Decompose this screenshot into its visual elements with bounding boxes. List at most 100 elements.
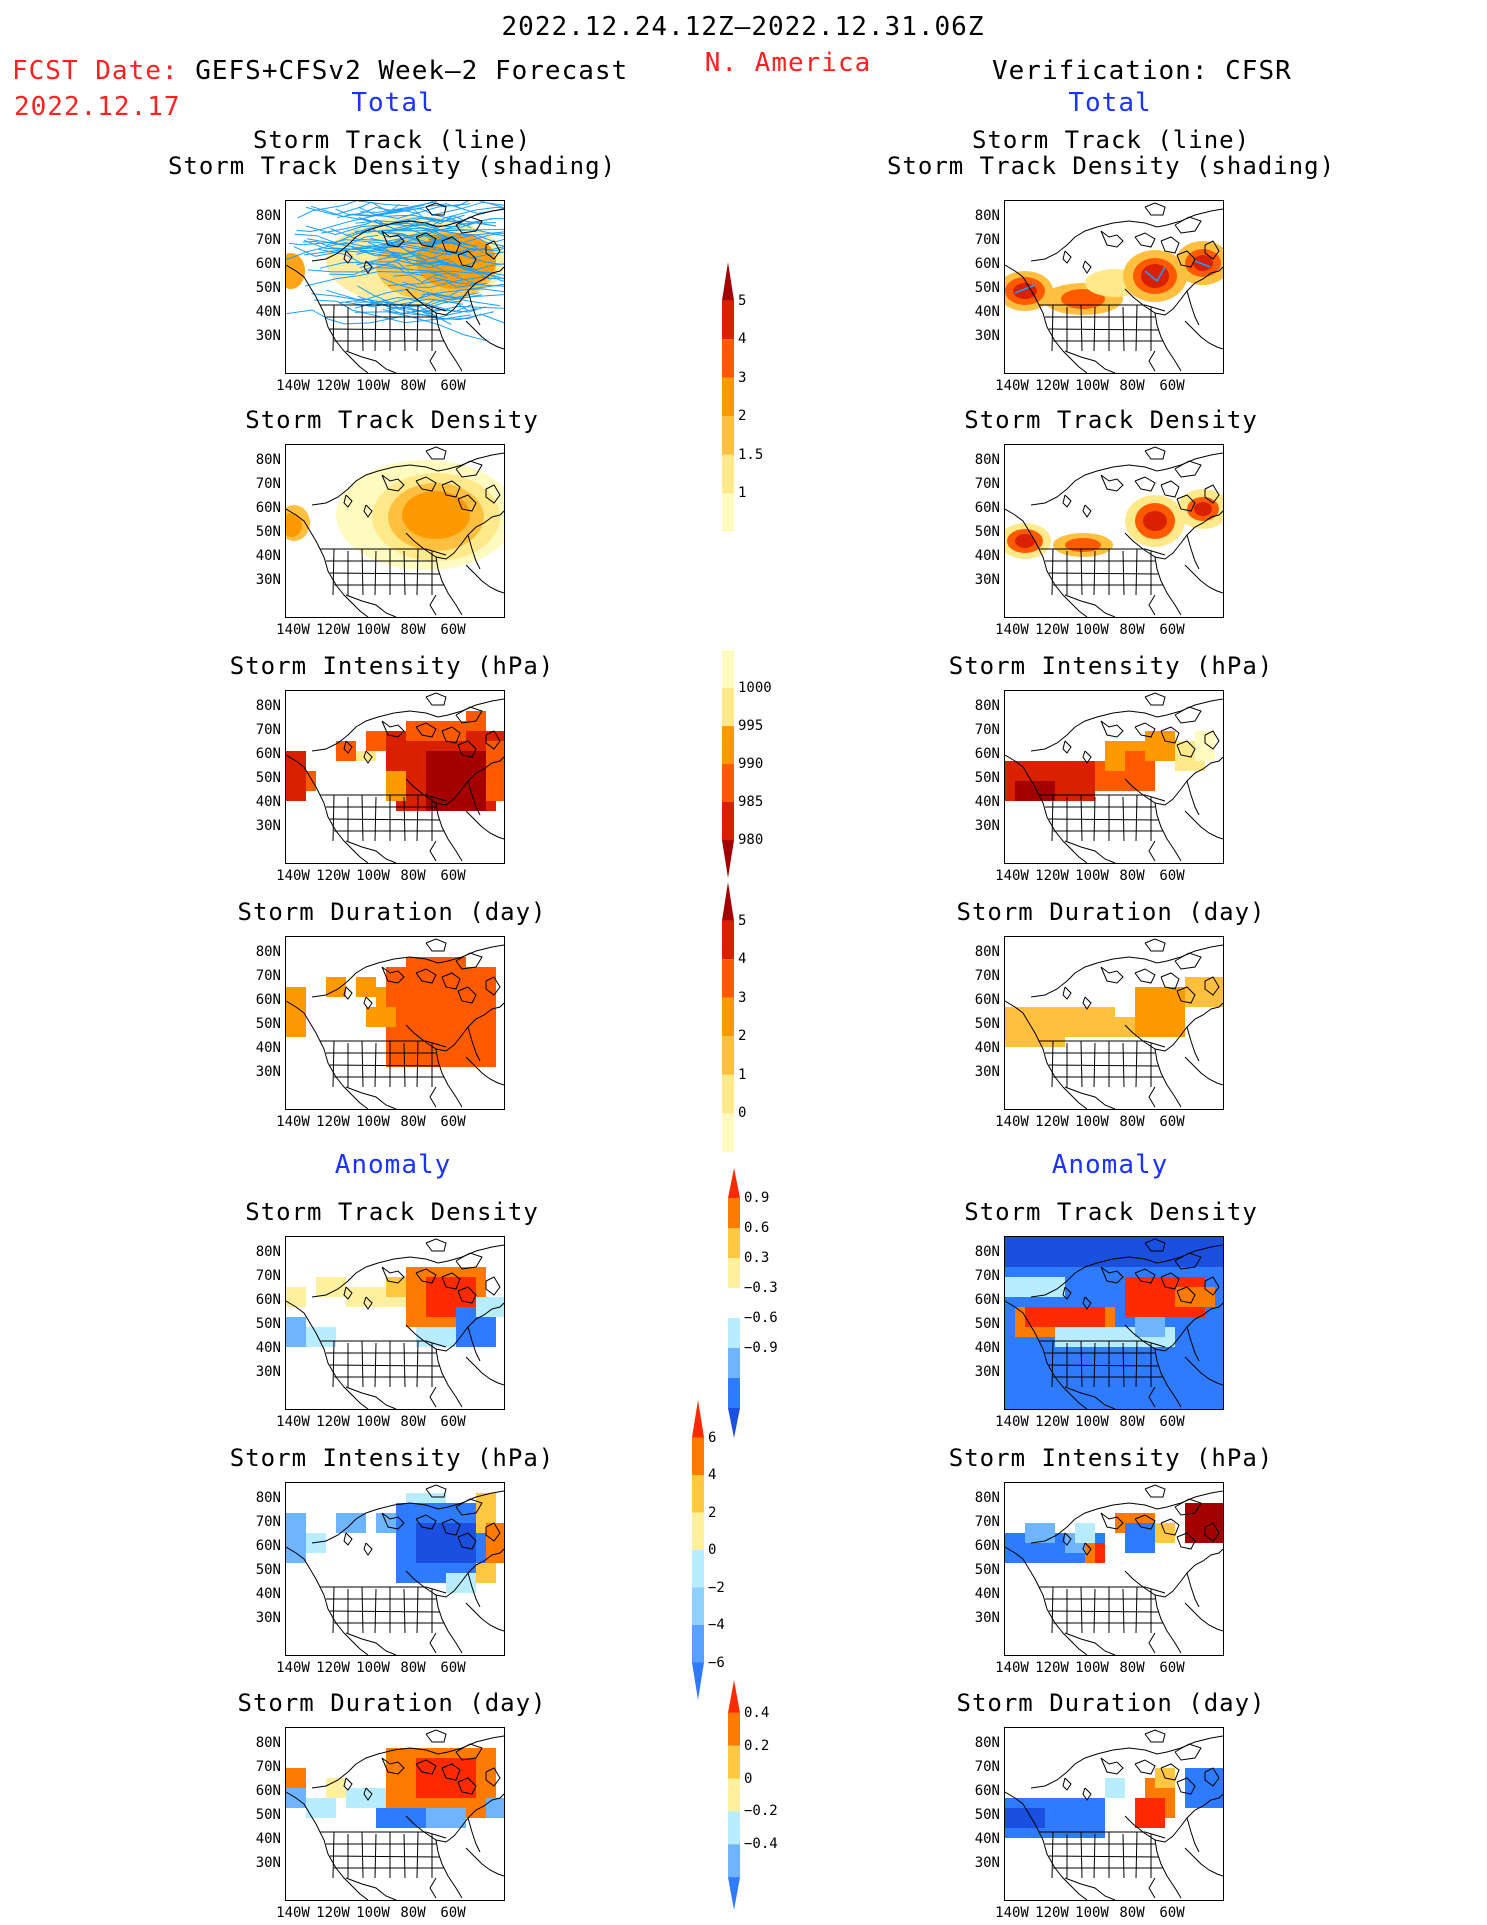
lon-tick-label: 80W xyxy=(1119,1660,1145,1676)
colorbar-swatch xyxy=(722,802,734,840)
lat-tick-label: 30N xyxy=(974,1364,1000,1380)
colorbar-swatch xyxy=(722,959,734,998)
lon-tick-label: 140W xyxy=(276,868,310,884)
colorbar-label: 4 xyxy=(738,951,747,968)
lon-tick-label: 60W xyxy=(440,868,466,884)
colorbar-label: 2 xyxy=(738,1028,747,1045)
panel-title: Storm Track Density (shading) xyxy=(167,152,617,180)
colorbar-label: 3 xyxy=(738,369,747,386)
colorbar-swatch xyxy=(692,1550,704,1588)
lon-tick-label: 140W xyxy=(995,378,1029,394)
colorbar-swatch xyxy=(722,997,734,1037)
lat-tick-label: 50N xyxy=(974,1562,1000,1578)
lat-tick-label: 40N xyxy=(974,548,1000,564)
lat-tick-label: 30N xyxy=(255,572,281,588)
lat-tick-label: 50N xyxy=(974,1016,1000,1032)
lon-tick-label: 80W xyxy=(400,1114,426,1130)
lon-tick-label: 60W xyxy=(1159,868,1185,884)
lat-tick-label: 50N xyxy=(255,280,281,296)
map-panel xyxy=(1004,936,1224,1110)
map-canvas xyxy=(286,938,504,1109)
lat-tick-label: 50N xyxy=(255,1562,281,1578)
lon-tick-label: 60W xyxy=(1159,1114,1185,1130)
panel-title: Storm Track Density xyxy=(245,1198,539,1226)
colorbar-swatch xyxy=(728,1408,740,1438)
colorbar-swatch xyxy=(722,920,734,960)
lon-tick-label: 120W xyxy=(316,1114,350,1130)
lon-tick-label: 120W xyxy=(1035,1114,1069,1130)
panel-title: Storm Track Density (shading) xyxy=(886,152,1336,180)
lon-tick-label: 100W xyxy=(356,1660,390,1676)
lat-tick-label: 70N xyxy=(974,1759,1000,1775)
lon-tick-label: 120W xyxy=(1035,622,1069,638)
right-total-label: Total xyxy=(1068,88,1152,118)
lat-tick-label: 80N xyxy=(974,1244,1000,1260)
fcst-date-value: 2022.12.17 xyxy=(14,92,181,122)
lat-tick-label: 50N xyxy=(255,1807,281,1823)
lon-tick-label: 140W xyxy=(276,1905,310,1921)
map-panel xyxy=(285,690,505,864)
lat-tick-label: 60N xyxy=(974,1783,1000,1799)
lon-tick-label: 80W xyxy=(1119,378,1145,394)
map-canvas xyxy=(286,446,504,617)
lat-tick-label: 60N xyxy=(974,1538,1000,1554)
colorbar-swatch xyxy=(722,1036,734,1075)
lon-tick-label: 80W xyxy=(1119,1114,1145,1130)
colorbar-swatch xyxy=(728,1378,740,1408)
colorbar-label: 5 xyxy=(738,292,747,309)
colorbar-label: 4 xyxy=(738,331,747,348)
colorbar-intensity-total: 1000 995 990 985 980 xyxy=(722,650,782,884)
colorbar-label: 980 xyxy=(738,832,764,848)
colorbar-label: 3 xyxy=(738,989,747,1006)
left-total-label: Total xyxy=(351,88,435,118)
panel-title: Storm Track (line) xyxy=(971,126,1251,154)
map-canvas xyxy=(286,201,504,373)
lat-tick-label: 80N xyxy=(974,208,1000,224)
colorbar-swatch xyxy=(728,1318,740,1348)
colorbar-label: 1.5 xyxy=(738,446,764,463)
lat-tick-label: 30N xyxy=(974,1855,1000,1871)
lat-tick-label: 50N xyxy=(974,1316,1000,1332)
colorbar-label: 0 xyxy=(744,1770,753,1787)
colorbar-label: 0 xyxy=(708,1542,717,1558)
map-canvas xyxy=(1005,1729,1223,1900)
lat-tick-label: 80N xyxy=(255,698,281,714)
lat-tick-label: 30N xyxy=(974,572,1000,588)
lon-tick-label: 100W xyxy=(1075,1905,1109,1921)
colorbar-swatch xyxy=(728,1348,740,1378)
lat-tick-label: 50N xyxy=(255,770,281,786)
map-canvas xyxy=(1005,692,1223,863)
lon-tick-label: 100W xyxy=(1075,868,1109,884)
lat-tick-label: 30N xyxy=(255,1364,281,1380)
colorbar-swatch xyxy=(728,1712,740,1746)
colorbar-intensity-anom: 6 4 2 0 −2 −4 −6 xyxy=(692,1400,752,1706)
lat-tick-label: 30N xyxy=(974,818,1000,834)
lat-tick-label: 70N xyxy=(974,1268,1000,1284)
map-panel xyxy=(285,200,505,374)
panel-title: Storm Intensity (hPa) xyxy=(229,652,555,680)
lat-tick-label: 40N xyxy=(974,1831,1000,1847)
lat-tick-label: 40N xyxy=(974,1040,1000,1056)
colorbar-label: 0.2 xyxy=(744,1737,770,1754)
lat-tick-label: 50N xyxy=(255,524,281,540)
lat-tick-label: 40N xyxy=(974,1586,1000,1602)
lat-tick-label: 40N xyxy=(255,548,281,564)
lon-tick-label: 60W xyxy=(440,1114,466,1130)
colorbar-label: 2 xyxy=(708,1504,717,1521)
fcst-date-label: FCST Date: xyxy=(12,56,179,86)
lon-tick-label: 100W xyxy=(1075,1414,1109,1430)
colorbar-swatch xyxy=(728,1811,740,1845)
lon-tick-label: 120W xyxy=(316,622,350,638)
lon-tick-label: 100W xyxy=(356,1414,390,1430)
lat-tick-label: 50N xyxy=(974,1807,1000,1823)
map-canvas xyxy=(286,1729,504,1900)
lat-tick-label: 80N xyxy=(974,1490,1000,1506)
lat-tick-label: 80N xyxy=(255,208,281,224)
panel-title: Storm Intensity (hPa) xyxy=(948,1444,1274,1472)
lat-tick-label: 30N xyxy=(255,1855,281,1871)
colorbar-duration-anom: 0.4 0.2 0 −0.2 −0.4 xyxy=(728,1680,788,1916)
lon-tick-label: 140W xyxy=(995,1414,1029,1430)
lat-tick-label: 70N xyxy=(255,1268,281,1284)
panel-title: Storm Intensity (hPa) xyxy=(229,1444,555,1472)
lat-tick-label: 30N xyxy=(974,1064,1000,1080)
